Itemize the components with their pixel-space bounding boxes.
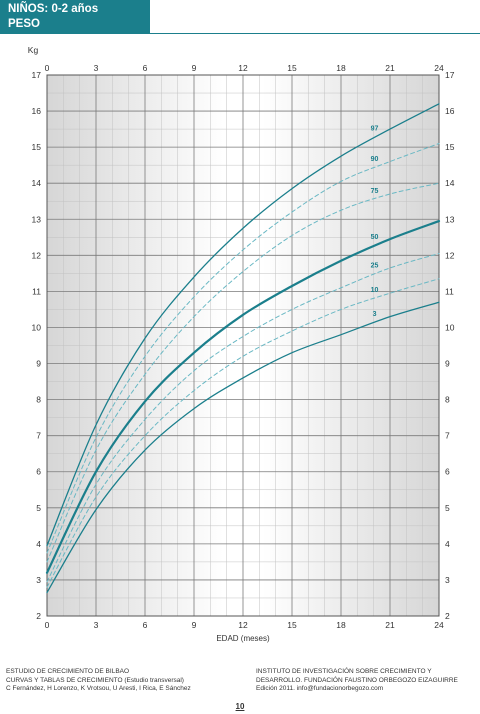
footer-curves: CURVAS Y TABLAS DE CRECIMIENTO (Estudio …	[6, 676, 184, 684]
footer-authors: C Fernández, H Lorenzo, K Vrotsou, U Are…	[6, 685, 191, 692]
y-tick-label-left: 5	[36, 503, 41, 513]
footer-foundation: DESARROLLO. FUNDACIÓN FAUSTINO ORBEGOZO …	[256, 676, 458, 684]
x-tick-label-bottom: 24	[434, 620, 444, 630]
x-tick-label-top: 6	[143, 63, 148, 73]
x-tick-label-bottom: 18	[336, 620, 346, 630]
y-tick-label-left: 14	[32, 178, 42, 188]
y-tick-label-right: 4	[445, 539, 450, 549]
curve-p3	[46, 301, 440, 594]
footer-institute: INSTITUTO DE INVESTIGACIÓN SOBRE CRECIMI…	[256, 668, 432, 675]
y-tick-label-left: 2	[36, 611, 41, 621]
x-tick-label-bottom: 9	[192, 620, 197, 630]
y-tick-label-left: 8	[36, 395, 41, 405]
curve-p50	[45, 219, 441, 574]
x-axis-label: EDAD (meses)	[216, 634, 270, 643]
footer-edition: Edición 2011. info@fundacionorbegozo.com	[256, 685, 384, 692]
x-tick-label-top: 9	[192, 63, 197, 73]
curve-p10	[46, 278, 440, 588]
footer-study: ESTUDIO DE CRECIMIENTO DE BILBAO	[6, 668, 130, 675]
x-tick-label-top: 0	[45, 63, 50, 73]
y-tick-label-right: 14	[445, 178, 455, 188]
curve-p97	[46, 103, 440, 547]
title-bar: NIÑOS: 0-2 años PESO	[0, 0, 150, 34]
y-tick-label-left: 11	[32, 286, 41, 296]
x-tick-label-top: 15	[287, 63, 297, 73]
y-tick-label-left: 13	[32, 214, 42, 224]
x-tick-label-bottom: 6	[143, 620, 148, 630]
y-tick-label-left: 16	[32, 106, 42, 116]
y-tick-label-left: 12	[32, 250, 42, 260]
header-rule	[150, 33, 480, 34]
y-tick-label-right: 11	[445, 286, 454, 296]
y-tick-label-right: 6	[445, 467, 450, 477]
curve-label-p97: 97	[371, 125, 379, 132]
x-tick-label-top: 24	[434, 63, 444, 73]
y-axis-label: Kg	[28, 45, 39, 55]
page-subtitle: PESO	[8, 18, 40, 30]
curve-label-p25: 25	[371, 263, 379, 270]
x-tick-label-bottom: 12	[238, 620, 248, 630]
y-tick-label-right: 2	[445, 611, 450, 621]
y-tick-label-left: 10	[32, 322, 42, 332]
page-title: NIÑOS: 0-2 años	[8, 3, 99, 15]
curve-label-p90: 90	[371, 156, 379, 163]
y-tick-label-left: 15	[32, 142, 42, 152]
y-tick-label-right: 16	[445, 106, 455, 116]
curve-label-p75: 75	[371, 188, 379, 195]
page-number: 10	[235, 702, 245, 711]
y-tick-label-left: 9	[36, 359, 41, 369]
plot-border	[46, 74, 440, 617]
x-tick-label-top: 18	[336, 63, 346, 73]
y-tick-label-right: 9	[445, 359, 450, 369]
curve-label-p3: 3	[373, 311, 377, 318]
y-tick-label-right: 5	[445, 503, 450, 513]
x-tick-label-top: 3	[94, 63, 99, 73]
x-tick-label-top: 12	[238, 63, 248, 73]
x-tick-label-bottom: 3	[94, 620, 99, 630]
y-tick-label-left: 3	[36, 575, 41, 585]
curve-label-p50: 50	[371, 234, 379, 241]
y-tick-label-left: 17	[32, 70, 42, 80]
curve-p75	[46, 182, 440, 563]
x-tick-label-bottom: 0	[45, 620, 50, 630]
y-tick-label-right: 7	[445, 431, 450, 441]
curve-label-p10: 10	[371, 287, 379, 294]
footer-right: INSTITUTO DE INVESTIGACIÓN SOBRE CRECIMI…	[256, 668, 458, 694]
x-tick-label-bottom: 15	[287, 620, 297, 630]
y-tick-label-right: 15	[445, 142, 455, 152]
footer-left: ESTUDIO DE CRECIMIENTO DE BILBAO CURVAS …	[6, 668, 191, 694]
y-tick-label-right: 8	[445, 395, 450, 405]
y-tick-label-left: 4	[36, 539, 41, 549]
y-tick-label-left: 6	[36, 467, 41, 477]
y-tick-label-right: 10	[445, 322, 455, 332]
y-tick-label-right: 12	[445, 250, 455, 260]
y-tick-label-right: 3	[445, 575, 450, 585]
y-tick-label-right: 17	[445, 70, 455, 80]
x-tick-label-top: 21	[385, 63, 395, 73]
y-tick-label-right: 13	[445, 214, 455, 224]
curve-p25	[46, 253, 440, 583]
y-tick-label-left: 7	[36, 431, 41, 441]
x-tick-label-bottom: 21	[385, 620, 395, 630]
curve-p90	[46, 143, 440, 554]
